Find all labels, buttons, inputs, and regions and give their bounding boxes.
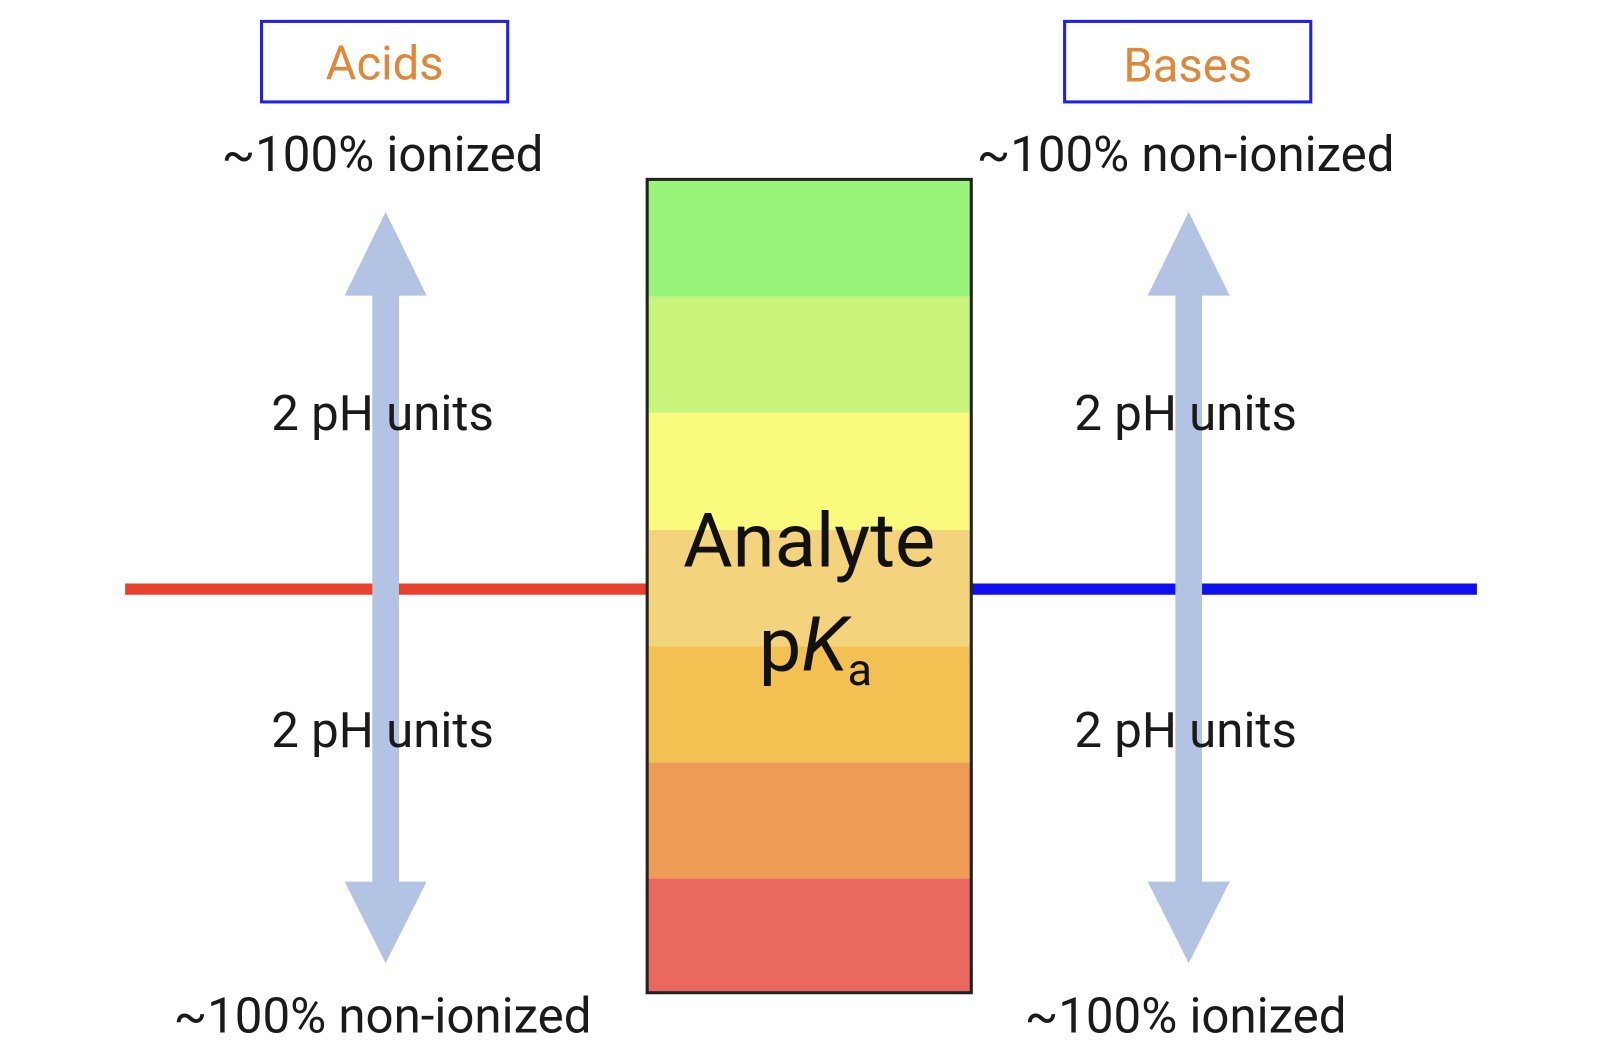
label: ~100% non-ionized — [174, 987, 592, 1045]
acids-title: Acids — [326, 37, 444, 92]
pka-scale — [645, 177, 973, 995]
label: 2 pH units — [271, 384, 494, 442]
acids-box — [260, 19, 510, 104]
label: 2 pH units — [1074, 701, 1297, 759]
analyte-label: Analyte — [683, 498, 935, 586]
label: 2 pH units — [271, 701, 494, 759]
pka-k: K — [801, 602, 852, 690]
pka-p: p — [759, 602, 802, 690]
left-arrow — [344, 212, 427, 964]
bases-title: Bases — [1123, 39, 1252, 94]
pka-label: pKa — [759, 602, 872, 696]
pka-a: a — [848, 643, 873, 696]
label: ~100% ionized — [222, 125, 544, 183]
label: ~100% ionized — [1025, 987, 1347, 1045]
bases-box — [1063, 19, 1313, 104]
right-arrow — [1147, 212, 1230, 964]
label: 2 pH units — [1074, 384, 1297, 442]
label: ~100% non-ionized — [977, 125, 1395, 183]
